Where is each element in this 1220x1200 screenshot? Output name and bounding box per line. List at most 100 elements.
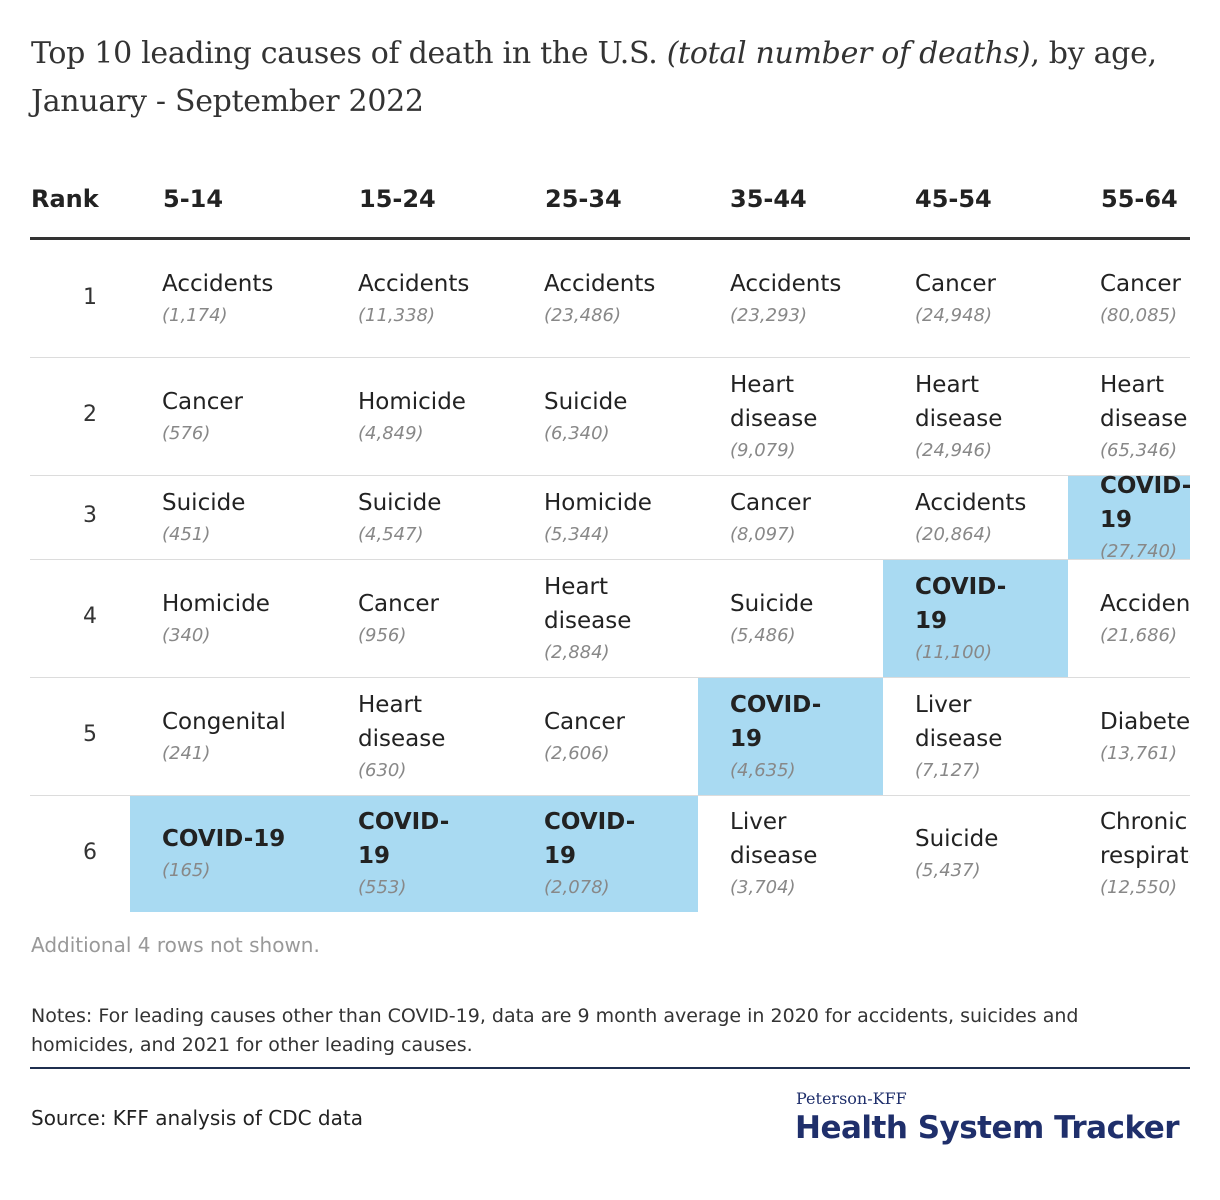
death-count: (65,346) [1100,439,1178,461]
cause-label: Heart disease [358,691,446,752]
cause-label: Suicide [544,388,628,415]
death-count: (6,340) [544,422,610,444]
table-cell: Liver disease (7,127) [883,678,1068,795]
table-cell: Homicide (4,849) [326,358,512,475]
death-count: (553) [358,877,407,898]
death-count: (80,085) [1100,305,1178,326]
cause-label: Cancer [730,489,811,516]
death-count: (2,078) [544,877,610,898]
table-cell: COVID- 19 (27,740) [1068,473,1190,562]
cause-label: COVID-19 [358,809,450,869]
table-cell: COVID-19 (165) [130,796,326,912]
row-divider [30,357,1190,358]
rank-label: 2 [83,402,97,427]
death-count: (5,437) [915,860,981,881]
table-cell: Accidents (20,864) [883,476,1068,559]
source: Source: KFF analysis of CDC data [31,1106,363,1130]
death-count: (11,100) [915,641,993,663]
footer-divider [30,1067,1190,1069]
cause-label: Accidents [358,271,470,297]
death-count: (5,486) [730,624,796,646]
cause-label: Accidents [915,489,1027,516]
death-count: (23,293) [730,305,808,326]
title-part2: , by age, January - September 2022 [31,36,1157,119]
table-cell: Suicide (5,486) [698,560,883,677]
death-count: (11,338) [358,305,436,326]
table-cell: Accidents (23,293) [698,241,883,357]
row-divider [30,677,1190,678]
table-cell: Accidents (21,686) [1068,560,1190,677]
death-count: (576) [162,422,211,444]
death-count: (630) [358,759,407,781]
table-cell: Liver disease (3,704) [698,796,883,912]
rank-label: 3 [83,503,97,528]
cause-label: Accidents [162,271,274,297]
cause-label: Cancer [544,708,625,735]
table-cell: Heart disease (2,884) [512,560,698,677]
death-count: (3,704) [730,877,796,898]
table-cell: Chronicrespiratory (12,550) [1068,796,1190,912]
cause-label: Chronicrespiratory [1100,809,1190,869]
header-age-45-54: 45-54 [915,185,992,213]
header-age-35-44: 35-44 [730,185,807,213]
row-divider [30,559,1190,560]
more-rows-note: Additional 4 rows not shown. [31,933,320,957]
table-cell: Homicide (340) [130,560,326,677]
table-cell: COVID- 19 (2,078) [512,796,698,912]
cause-label: Suicide [915,826,999,852]
header-age-55-64: 55-64 [1101,185,1178,213]
death-count: (4,849) [358,422,424,444]
death-count: (7,127) [915,759,981,781]
rank-label: 4 [83,604,97,629]
row-divider [30,795,1190,796]
cause-label: Heart disease [915,371,1003,432]
table-cell: Suicide (4,547) [326,476,512,559]
death-count: (1,174) [162,305,228,326]
cause-label: COVID-19 [544,809,636,869]
cause-label: Cancer [162,388,243,415]
cause-label: Suicide [358,489,442,516]
death-count: (21,686) [1100,624,1178,646]
table-cell: Cancer (2,606) [512,678,698,795]
table-cell: COVID- 19 (553) [326,796,512,912]
death-count: (24,946) [915,439,993,461]
death-count: (9,079) [730,439,796,461]
death-count: (27,740) [1100,540,1178,562]
table-cell: Suicide (6,340) [512,358,698,475]
table-cell: Heart disease (630) [326,678,512,795]
table-cell: COVID- 19 (4,635) [698,678,883,795]
table-cell: Diabetes (13,761) [1068,678,1190,795]
death-count: (12,550) [1100,877,1178,898]
table-cell: Homicide (5,344) [512,476,698,559]
cause-label: COVID-19 [915,573,1007,634]
causes-table: Rank 5-14 15-24 25-34 35-44 45-54 55-64 1 Accide… [30,175,1190,915]
cause-label: Diabetes [1100,708,1190,735]
header-age-5-14: 5-14 [163,185,224,213]
header-age-15-24: 15-24 [359,185,436,213]
death-count: (24,948) [915,305,993,326]
cause-label: Homicide [544,489,652,516]
title-italic: (total number of deaths) [666,36,1031,71]
title-part1: Top 10 leading causes of death in the U.… [31,36,667,71]
death-count: (165) [162,860,211,881]
death-count: (4,635) [730,759,796,781]
cause-label: Heart disease [544,573,632,634]
rank-label: 6 [83,839,97,865]
table-cell: Congenital (241) [130,678,326,795]
cause-label: COVID-19 [1100,472,1190,533]
death-count: (4,547) [358,523,424,545]
death-count: (13,761) [1100,742,1178,764]
cause-label: Accidents [1100,590,1190,617]
header-age-25-34: 25-34 [545,185,622,213]
death-count: (5,344) [544,523,610,545]
cause-label: Suicide [730,590,814,617]
logo-small-text: Peterson-KFF [796,1089,907,1108]
death-count: (2,606) [544,742,610,764]
table-cell: Cancer (8,097) [698,476,883,559]
rank-label: 1 [83,284,97,310]
cause-label: Cancer [358,590,439,617]
cause-label: Heart disease [1100,371,1188,432]
cause-label: Homicide [162,590,270,617]
cause-label: Cancer [1100,271,1181,297]
cause-label: Congenital [162,708,286,735]
